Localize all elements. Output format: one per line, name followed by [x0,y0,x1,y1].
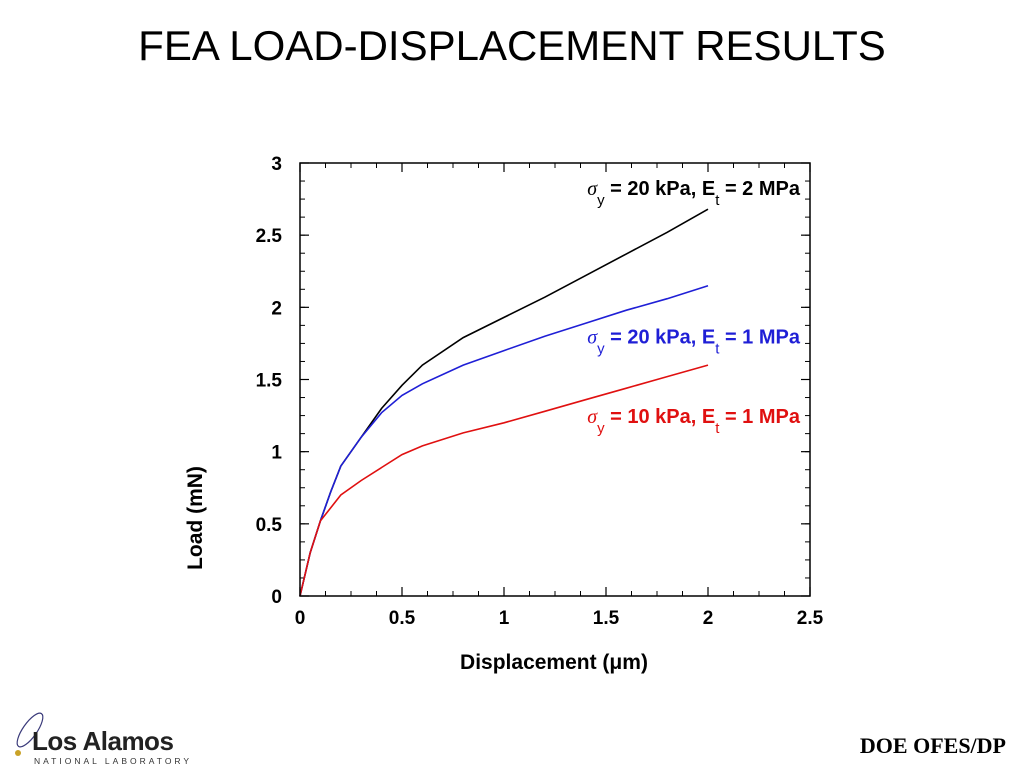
series-label-text: σy = 10 kPa, Et = 1 MPa [587,406,801,437]
label-sub2: t [715,420,720,437]
load-displacement-chart: 0 0.5 1 1.5 2 2.500.511.522.53 σy = 20 kPa, E… [150,135,850,680]
label-sub2: t [715,340,720,357]
y-axis-label: Load (mN) [184,466,207,570]
label-sub1: y [597,420,605,437]
x-axis-label: Displacement (μm) [460,651,648,674]
x-tick-label: 0.5 [389,608,416,629]
atom-orbit-icon [15,712,44,756]
label-end: = 1 MPa [719,406,800,428]
plot-frame [299,162,811,597]
y-tick-label: 2 [271,298,282,319]
label-sigma: σ [587,178,598,200]
series-label: σy = 20 kPa, Et = 2 MPa [587,178,801,209]
series-line-20kpa-1mpa [299,284,709,597]
label-mid: = 20 kPa, E [605,326,716,348]
label-mid: = 10 kPa, E [605,406,716,428]
x-tick-label: 1 [499,608,510,629]
y-tick-label: 0 [271,587,282,608]
series-label: σy = 20 kPa, Et = 1 MPa [587,326,801,357]
series-label-text: σy = 20 kPa, Et = 1 MPa [587,326,801,357]
series-line-10kpa-1mpa [299,364,709,597]
logo-subtitle: NATIONAL LABORATORY [34,756,193,766]
logo-name: Los Alamos [32,726,174,756]
label-sub1: y [597,192,605,209]
label-mid: = 20 kPa, E [605,178,716,200]
label-sub2: t [715,192,720,209]
slide-title: FEA LOAD-DISPLACEMENT RESULTS [138,22,886,69]
series-label: σy = 10 kPa, Et = 1 MPa [587,406,801,437]
label-sigma: σ [587,406,598,428]
label-sigma: σ [587,326,598,348]
y-tick-label: 2.5 [256,226,283,247]
label-end: = 1 MPa [719,326,800,348]
x-tick-label: 1.5 [593,608,620,629]
label-sub1: y [597,340,605,357]
y-tick-label: 1 [271,443,282,464]
x-tick-label: 0 [295,608,306,629]
y-tick-label: 3 [271,154,282,175]
label-end: = 2 MPa [719,178,800,200]
axis-ticks: 0 0.5 1 1.5 2 2.5 0 0.5 1 1.5 2 2.5 3 [256,154,824,629]
y-tick-label: 0.5 [256,515,283,536]
los-alamos-logo: Los Alamos NATIONAL LABORATORY [8,698,208,766]
plot-background [150,135,850,680]
x-tick-label: 2.5 [797,608,824,629]
series-label-text: σy = 20 kPa, Et = 2 MPa [587,178,801,209]
y-tick-label: 1.5 [256,371,283,392]
series-lines [299,208,709,597]
footer-label: DOE OFES/DP [859,733,1006,758]
x-tick-label: 2 [703,608,714,629]
